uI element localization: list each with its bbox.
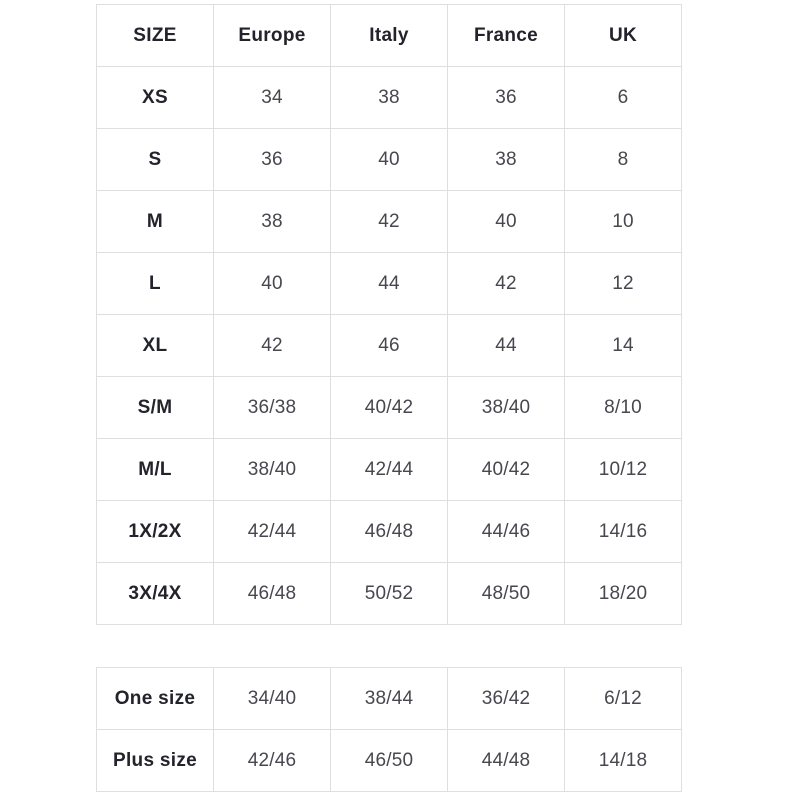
header-row: SIZE Europe Italy France UK <box>96 4 682 67</box>
special-sizes-table: One size 34/40 38/44 36/42 6/12 Plus size 42/4… <box>96 667 682 792</box>
size-value-cell: 44/48 <box>447 729 565 792</box>
size-label-cell: 3X/4X <box>96 562 214 625</box>
size-value-cell: 42/44 <box>213 500 331 563</box>
size-value-cell: 38 <box>330 66 448 129</box>
size-value-cell: 38 <box>447 128 565 191</box>
size-value-cell: 40/42 <box>330 376 448 439</box>
size-table-body: XS 34 38 36 6 S 36 40 38 8 M 38 42 40 10 L 40 44 42 12 XL 42 4… <box>96 66 682 625</box>
size-value-cell: 10 <box>564 190 682 253</box>
size-value-cell: 6/12 <box>564 667 682 730</box>
size-value-cell: 8 <box>564 128 682 191</box>
size-value-cell: 38/40 <box>447 376 565 439</box>
size-value-cell: 36 <box>213 128 331 191</box>
table-row: S/M 36/38 40/42 38/40 8/10 <box>96 376 682 439</box>
size-value-cell: 14 <box>564 314 682 377</box>
size-label-cell: S <box>96 128 214 191</box>
size-value-cell: 44 <box>330 252 448 315</box>
table-row: S 36 40 38 8 <box>96 128 682 191</box>
size-label-cell: Plus size <box>96 729 214 792</box>
size-value-cell: 18/20 <box>564 562 682 625</box>
size-value-cell: 42 <box>330 190 448 253</box>
size-value-cell: 42 <box>447 252 565 315</box>
size-label-cell: L <box>96 252 214 315</box>
size-value-cell: 44 <box>447 314 565 377</box>
size-table-header: SIZE Europe Italy France UK <box>96 4 682 67</box>
size-value-cell: 12 <box>564 252 682 315</box>
size-value-cell: 42/44 <box>330 438 448 501</box>
size-label-cell: M/L <box>96 438 214 501</box>
size-value-cell: 14/16 <box>564 500 682 563</box>
column-header-cell: France <box>447 4 565 67</box>
size-value-cell: 6 <box>564 66 682 129</box>
table-row: XL 42 46 44 14 <box>96 314 682 377</box>
size-value-cell: 34 <box>213 66 331 129</box>
size-value-cell: 38/44 <box>330 667 448 730</box>
special-sizes-body: One size 34/40 38/44 36/42 6/12 Plus size 42/4… <box>96 667 682 792</box>
size-value-cell: 46/48 <box>330 500 448 563</box>
table-row: 3X/4X 46/48 50/52 48/50 18/20 <box>96 562 682 625</box>
table-row: One size 34/40 38/44 36/42 6/12 <box>96 667 682 730</box>
table-row: M/L 38/40 42/44 40/42 10/12 <box>96 438 682 501</box>
table-row: 1X/2X 42/44 46/48 44/46 14/16 <box>96 500 682 563</box>
size-value-cell: 50/52 <box>330 562 448 625</box>
size-value-cell: 8/10 <box>564 376 682 439</box>
size-value-cell: 36/38 <box>213 376 331 439</box>
size-value-cell: 40 <box>213 252 331 315</box>
size-label-cell: S/M <box>96 376 214 439</box>
size-value-cell: 48/50 <box>447 562 565 625</box>
size-value-cell: 38/40 <box>213 438 331 501</box>
size-value-cell: 36 <box>447 66 565 129</box>
size-label-cell: XS <box>96 66 214 129</box>
size-value-cell: 42/46 <box>213 729 331 792</box>
table-row: L 40 44 42 12 <box>96 252 682 315</box>
column-header-cell: Italy <box>330 4 448 67</box>
size-value-cell: 40 <box>330 128 448 191</box>
size-value-cell: 46/48 <box>213 562 331 625</box>
size-conversion-table: SIZE Europe Italy France UK XS 34 38 36 6 S 36 40 38… <box>96 4 682 625</box>
size-label-cell: One size <box>96 667 214 730</box>
size-value-cell: 38 <box>213 190 331 253</box>
size-value-cell: 46/50 <box>330 729 448 792</box>
size-value-cell: 34/40 <box>213 667 331 730</box>
table-row: M 38 42 40 10 <box>96 190 682 253</box>
size-value-cell: 44/46 <box>447 500 565 563</box>
column-header-cell: SIZE <box>96 4 214 67</box>
size-label-cell: 1X/2X <box>96 500 214 563</box>
size-label-cell: M <box>96 190 214 253</box>
size-value-cell: 14/18 <box>564 729 682 792</box>
column-header-cell: Europe <box>213 4 331 67</box>
table-row: Plus size 42/46 46/50 44/48 14/18 <box>96 729 682 792</box>
size-value-cell: 42 <box>213 314 331 377</box>
column-header-cell: UK <box>564 4 682 67</box>
size-value-cell: 36/42 <box>447 667 565 730</box>
table-row: XS 34 38 36 6 <box>96 66 682 129</box>
size-label-cell: XL <box>96 314 214 377</box>
size-value-cell: 46 <box>330 314 448 377</box>
size-value-cell: 40 <box>447 190 565 253</box>
size-value-cell: 40/42 <box>447 438 565 501</box>
size-value-cell: 10/12 <box>564 438 682 501</box>
